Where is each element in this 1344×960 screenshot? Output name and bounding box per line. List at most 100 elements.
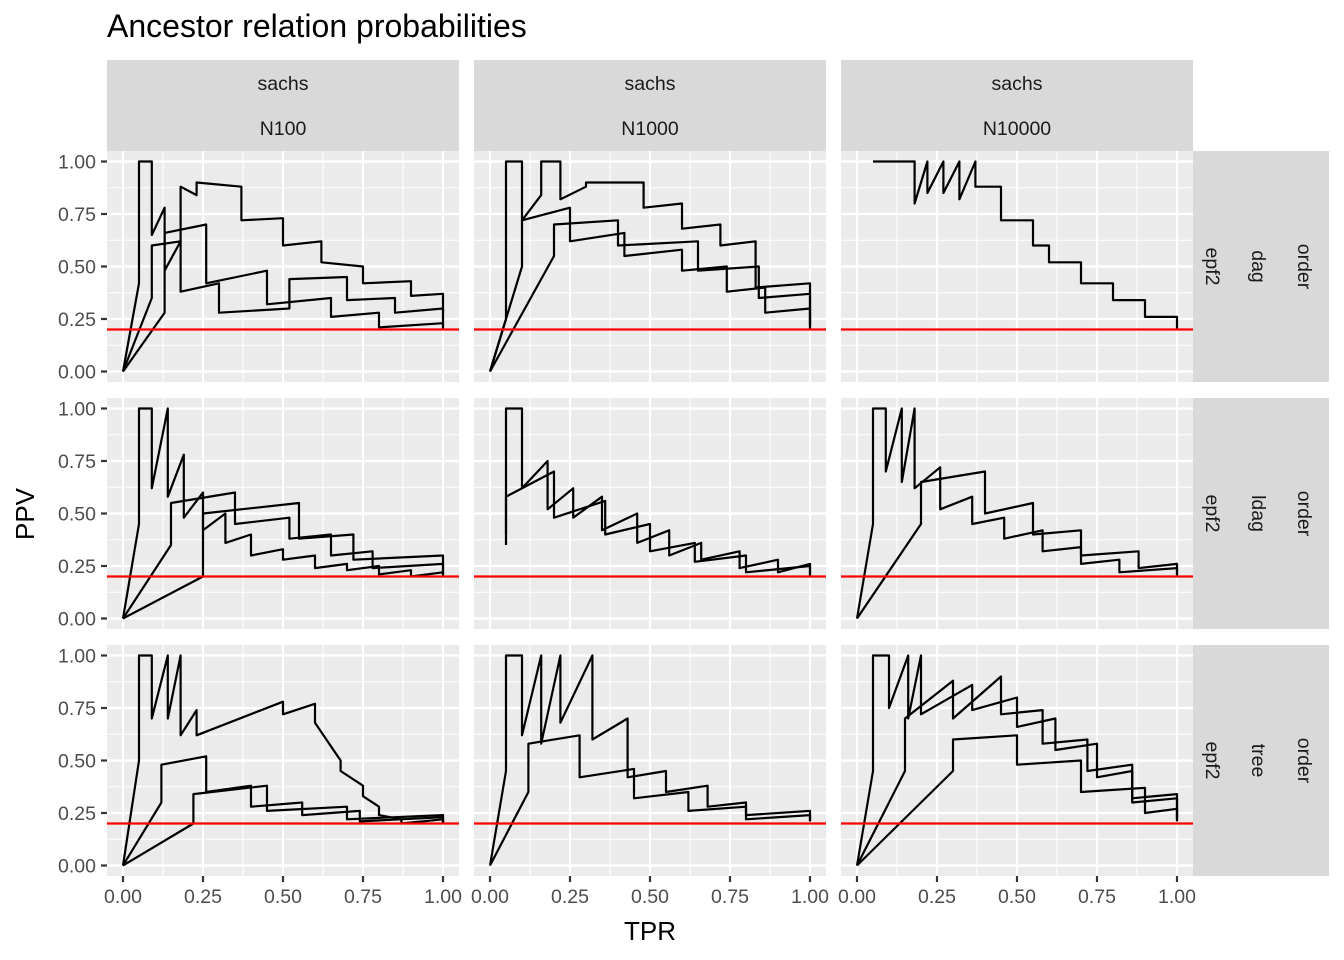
series-line xyxy=(856,470,1179,620)
panel-2-2 xyxy=(841,645,1193,876)
x-tick-label: 0.75 xyxy=(344,886,382,908)
row-strip-label: ldag xyxy=(1247,495,1269,532)
y-axis-1: 0.00 0.25 0.50 0.75 1.00 xyxy=(58,399,107,631)
panel-1-1 xyxy=(474,398,826,629)
x-tick-label: 0.25 xyxy=(551,886,589,908)
panel-grid xyxy=(107,151,1193,876)
y-tick-label: 0.50 xyxy=(58,504,96,526)
column-strip-label: sachs xyxy=(992,73,1043,95)
y-tick-label: 0.75 xyxy=(58,698,96,720)
y-axis-2: 0.00 0.25 0.50 0.75 1.00 xyxy=(58,646,107,878)
y-tick-label: 0.25 xyxy=(58,309,96,331)
row-strip-label: epf2 xyxy=(1201,248,1223,286)
x-tick-label: 0.50 xyxy=(998,886,1036,908)
y-axis-title: PPV xyxy=(10,487,40,540)
y-tick-label: 0.50 xyxy=(58,257,96,279)
series-line xyxy=(489,219,812,373)
x-tick-label: 0.75 xyxy=(1078,886,1116,908)
strip-background xyxy=(107,60,459,151)
x-tick-label: 0.25 xyxy=(918,886,956,908)
y-tick-label: 0.00 xyxy=(58,609,96,631)
row-strip-label: tree xyxy=(1247,744,1269,778)
y-axes: 0.00 0.25 0.50 0.75 1.00 0.00 0.25 0.50 0.75 1.00… xyxy=(58,152,107,878)
panel-0-1 xyxy=(474,151,826,382)
series-line xyxy=(122,501,445,620)
y-tick-label: 0.75 xyxy=(58,451,96,473)
series-line xyxy=(121,407,445,619)
row-strips: epf2 dag order epf2 ldag order epf2 tree order xyxy=(1193,151,1329,876)
series-line xyxy=(122,784,445,867)
series-line xyxy=(121,240,445,372)
x-tick-label: 0.50 xyxy=(631,886,669,908)
panel-1-0 xyxy=(107,398,459,629)
row-strip-label: epf2 xyxy=(1201,495,1223,533)
x-tick-label: 0.75 xyxy=(711,886,749,908)
x-tick-label: 0.00 xyxy=(838,886,876,908)
y-tick-label: 0.50 xyxy=(58,751,96,773)
series-line xyxy=(121,160,445,372)
strip-background xyxy=(841,60,1193,151)
y-tick-label: 1.00 xyxy=(58,646,96,668)
row-strip-1: epf2 ldag order xyxy=(1193,398,1329,629)
strip-background xyxy=(1193,645,1329,876)
row-strip-2: epf2 tree order xyxy=(1193,645,1329,876)
series-line xyxy=(122,755,445,867)
y-tick-label: 0.25 xyxy=(58,803,96,825)
series-line xyxy=(488,654,812,866)
strip-background xyxy=(1193,151,1329,382)
row-strip-label: dag xyxy=(1247,250,1269,283)
series-line xyxy=(504,407,812,577)
panel-0-0 xyxy=(107,151,459,382)
panel-2-0 xyxy=(107,645,459,876)
series-line xyxy=(504,470,812,577)
x-axis-2: 0.00 0.25 0.50 0.75 1.00 xyxy=(838,876,1196,908)
column-strip-2: sachs N10000 xyxy=(841,60,1193,151)
column-strips: sachs N100 sachs N1000 sachs N10000 xyxy=(107,60,1193,151)
panel-2-1 xyxy=(474,645,826,876)
y-tick-label: 1.00 xyxy=(58,399,96,421)
x-tick-label: 1.00 xyxy=(1158,886,1196,908)
y-tick-label: 0.25 xyxy=(58,556,96,578)
row-strip-label: order xyxy=(1293,491,1315,537)
series-line xyxy=(122,491,445,620)
panel-0-2 xyxy=(841,151,1193,382)
series-line xyxy=(489,734,812,867)
row-strip-label: order xyxy=(1293,244,1315,290)
strip-background xyxy=(1193,398,1329,629)
x-axis-0: 0.00 0.25 0.50 0.75 1.00 xyxy=(104,876,462,908)
row-strip-label: epf2 xyxy=(1201,742,1223,780)
y-tick-label: 0.00 xyxy=(58,362,96,384)
series-line xyxy=(856,675,1179,866)
x-tick-label: 0.25 xyxy=(184,886,222,908)
x-axes: 0.00 0.25 0.50 0.75 1.00 0.00 0.25 0.50 0.75 1.00… xyxy=(104,876,1196,908)
chart-title: Ancestor relation probabilities xyxy=(107,8,527,44)
series-line xyxy=(488,206,812,372)
row-strip-0: epf2 dag order xyxy=(1193,151,1329,382)
column-strip-label: sachs xyxy=(625,73,676,95)
column-strip-1: sachs N1000 xyxy=(474,60,826,151)
y-tick-label: 0.75 xyxy=(58,204,96,226)
y-axis-0: 0.00 0.25 0.50 0.75 1.00 xyxy=(58,152,107,384)
x-axis-title: TPR xyxy=(624,916,676,946)
x-tick-label: 0.00 xyxy=(104,886,142,908)
row-strip-label: order xyxy=(1293,738,1315,784)
column-strip-label: N10000 xyxy=(983,118,1051,140)
x-tick-label: 1.00 xyxy=(791,886,829,908)
column-strip-label: N100 xyxy=(260,118,307,140)
panel-1-2 xyxy=(841,398,1193,629)
series-line xyxy=(122,223,445,373)
series-line xyxy=(856,734,1179,867)
x-axis-1: 0.00 0.25 0.50 0.75 1.00 xyxy=(471,876,829,908)
column-strip-0: sachs N100 xyxy=(107,60,459,151)
y-tick-label: 0.00 xyxy=(58,856,96,878)
y-tick-label: 1.00 xyxy=(58,152,96,174)
x-tick-label: 0.00 xyxy=(471,886,509,908)
series-line xyxy=(488,160,812,372)
strip-background xyxy=(474,60,826,151)
series-line xyxy=(121,654,445,866)
x-tick-label: 1.00 xyxy=(424,886,462,908)
series-line xyxy=(855,654,1179,866)
column-strip-label: N1000 xyxy=(621,118,679,140)
x-tick-label: 0.50 xyxy=(264,886,302,908)
